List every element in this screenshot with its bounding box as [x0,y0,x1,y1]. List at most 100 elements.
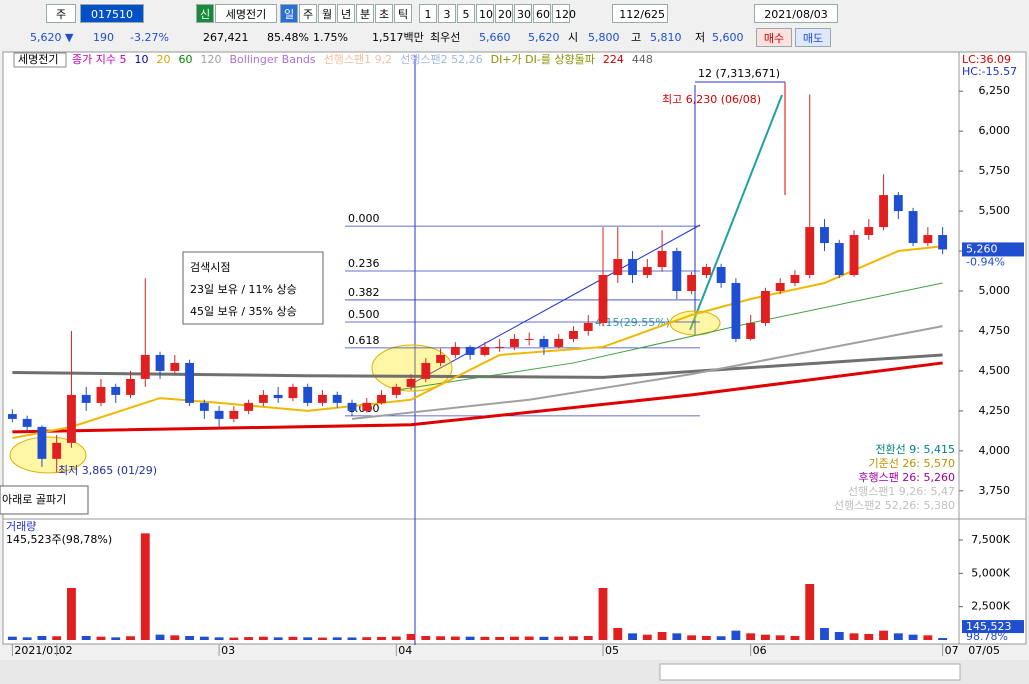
period-button[interactable]: 1 [419,4,437,23]
note: 아래로 골파기 [2,493,66,506]
chart: 세명전기 검색시점 23일 보유 / 11% 상승 45일 보유 / 35% 상… [0,51,1029,684]
period-button[interactable]: 주 [299,4,317,23]
candle-body [377,394,386,403]
volume-tag-pct: 98.78% [966,630,1008,643]
note-box [0,485,89,515]
volume-bar [170,635,180,640]
period-button[interactable]: 3 [438,4,456,23]
open-label: 시 [568,31,579,44]
volume-bar [377,636,386,640]
ichimoku-label: 선행스팬1 9,26: 5,47 [848,485,955,498]
volume-bar [879,630,888,640]
volume-bar [111,637,121,640]
title-box [13,52,67,68]
y-tick-label: 4,250 [979,404,1011,417]
buy-button[interactable]: 매수 [756,28,792,47]
candle-body [554,338,564,347]
candle-body [111,386,121,395]
period-button[interactable]: 20 [495,4,513,23]
pct-annotation: 4.15(29.55%) [595,316,670,329]
candle-body [406,378,416,387]
candle-body [775,283,785,291]
axis-bg [958,51,1027,645]
candle-body [67,394,76,443]
fib-label: 0.500 [348,308,380,321]
x-tick-label: 2021/01 [14,644,60,657]
y-tick-label: 4,750 [979,324,1011,337]
volume-bar [244,637,254,640]
period-button[interactable]: 일 [280,4,298,23]
candle-body [332,394,342,403]
period-button[interactable]: 30 [514,4,532,23]
volume-bar [229,637,239,640]
legend-entry: DI+가 DI-를 상향돌파 [491,53,595,66]
candle-body [524,338,534,340]
y-tick-label: 5,000 [979,284,1011,297]
volume-bar [820,628,829,640]
candle-body [465,346,475,355]
volume-bar [775,635,785,640]
candle-body [908,211,918,244]
candle-body [22,418,32,427]
period-button[interactable]: 120 [552,4,576,23]
candle-body [731,283,741,339]
ichimoku-label: 후행스팬 26: 5,260 [858,471,955,484]
sell-button[interactable]: 매도 [795,28,831,47]
turnover: 1.75% [313,31,348,44]
volume-bar [893,633,903,640]
volume-bar [421,636,431,640]
price-tag-pct: -0.94% [966,255,1005,268]
period-button[interactable]: 5 [457,4,475,23]
volume-bar [569,636,578,640]
candle-body [185,362,194,403]
volume-bar [273,637,283,640]
trend-line [689,94,783,331]
volume-bar [126,636,135,640]
candle-body [273,394,283,399]
lc: LC:36.09 [962,53,1011,66]
candle-body [790,275,800,284]
volume-bar [672,633,682,640]
amount: 1,517백만 [372,31,424,44]
volume-bar [805,584,815,640]
period-button[interactable]: 월 [318,4,336,23]
volume-bar [701,636,711,640]
period-button[interactable]: 60 [533,4,551,23]
period-button[interactable]: 분 [356,4,374,23]
period-button[interactable]: 10 [476,4,494,23]
volume-title: 거래량 [6,520,36,533]
fib-label: 0.382 [348,286,380,299]
volume-bar [140,533,150,640]
indicator-line [396,282,943,391]
fib-label: 0.000 [348,212,380,225]
candle-body [214,410,224,419]
candle-body [938,235,948,250]
hc: HC:-15.57 [962,65,1017,78]
candle-body [657,251,667,268]
fib-label: 0.236 [348,257,380,270]
volume-bar [495,636,505,640]
volume-bar [37,636,47,640]
period-button[interactable]: 틱 [394,4,412,23]
volume-bar [185,636,194,640]
candle-body [303,386,313,403]
low-label: 저 [695,31,706,44]
legend-entry: Bollinger Bands [229,53,315,66]
period-button[interactable]: 년 [337,4,355,23]
code-input[interactable]: 017510 [80,4,144,23]
candle-body [495,346,505,348]
volume-bar [613,628,623,640]
volume-bar [155,634,165,640]
market-label: 주 [46,4,76,23]
volume-bar [214,637,224,640]
candle-body [613,259,623,276]
period-button[interactable]: 초 [375,4,393,23]
candle-body [642,267,652,276]
price-tag-label: 5,260 [966,242,998,255]
date-input[interactable]: 2021/08/03 [754,4,838,23]
vol-ratio: 85.48% [267,31,309,44]
candle-body [509,338,519,347]
candle-body [288,386,298,399]
fib-label: 0.618 [348,334,380,347]
scroll-thumb[interactable] [659,663,961,681]
